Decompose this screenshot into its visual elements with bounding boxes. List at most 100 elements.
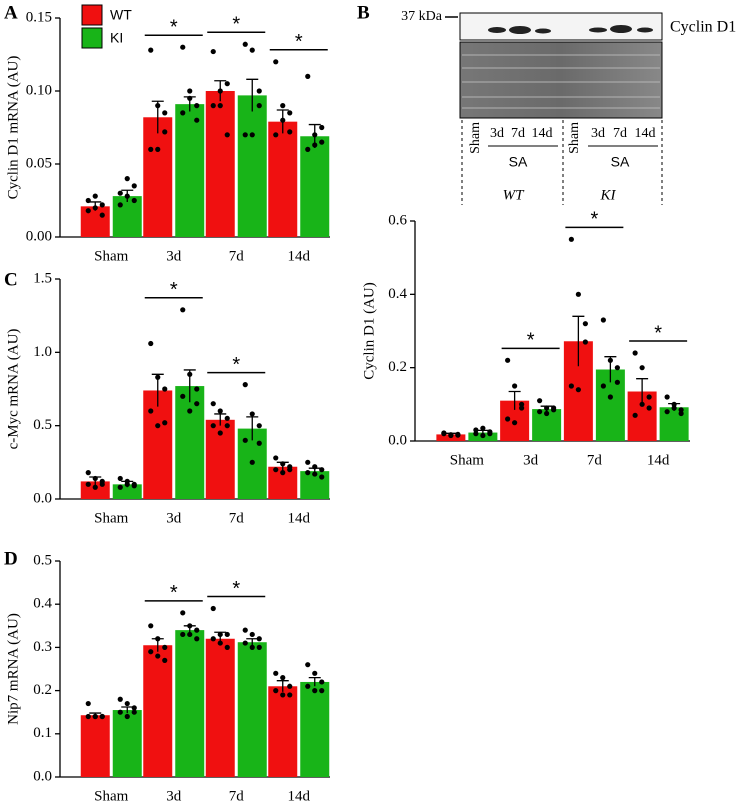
data-point (537, 409, 543, 415)
data-point (319, 679, 325, 685)
bar (143, 390, 173, 499)
data-point (312, 132, 318, 138)
bar (175, 386, 205, 499)
data-point (305, 459, 311, 465)
data-point (305, 73, 311, 79)
data-point (273, 688, 279, 694)
data-point (519, 405, 525, 411)
significance-star: * (170, 279, 178, 301)
panel-label: D (4, 548, 18, 569)
data-point (155, 653, 161, 659)
data-point (280, 675, 286, 681)
bar (175, 104, 205, 237)
data-point (148, 340, 154, 347)
data-point (249, 411, 255, 417)
data-point (148, 623, 154, 629)
x-tick-label: 14d (647, 452, 670, 468)
y-tick-label: 0.2 (388, 359, 407, 375)
data-point (99, 212, 105, 218)
data-point (287, 129, 293, 135)
x-tick-label: 14d (288, 248, 311, 264)
data-point (280, 461, 286, 467)
y-tick-label: 0.10 (26, 82, 52, 98)
error-bar (636, 378, 649, 405)
data-point (664, 394, 670, 400)
data-point (155, 423, 161, 429)
data-point (180, 610, 186, 616)
data-point (249, 47, 255, 53)
data-point (210, 636, 216, 642)
data-point (162, 110, 168, 116)
x-tick-label: Sham (450, 452, 485, 468)
data-point (256, 644, 262, 651)
x-tick-label: Sham (94, 248, 129, 264)
significance-star: * (654, 322, 662, 344)
x-tick-label: 7d (229, 788, 245, 804)
y-tick-label: 1.0 (33, 344, 52, 360)
y-tick-label: 0.0 (388, 432, 407, 448)
data-point (305, 146, 311, 152)
y-tick-label: 0.2 (33, 682, 52, 698)
data-point (117, 475, 123, 482)
data-point (600, 383, 606, 389)
mw-marker: 37 kDa (401, 9, 443, 24)
x-tick-label: 3d (166, 248, 182, 264)
data-point (85, 470, 91, 476)
error-bar (508, 390, 521, 410)
western-blot: 37 kDa Cyclin D1 (401, 9, 736, 205)
x-tick-label: 3d (166, 788, 182, 804)
panel-label: B (357, 2, 370, 23)
bar (175, 630, 205, 777)
x-tick-label: 7d (229, 510, 245, 526)
data-point (210, 48, 216, 55)
data-point (99, 481, 105, 487)
error-bar (246, 638, 259, 646)
bands (488, 25, 653, 34)
data-point (99, 713, 105, 720)
x-tick-label: 14d (288, 510, 311, 526)
data-point (273, 59, 279, 65)
data-point (312, 670, 318, 676)
data-point (194, 636, 200, 642)
data-point (180, 110, 186, 116)
data-point (224, 631, 230, 638)
data-point (180, 631, 186, 638)
x-tick-label: 14d (288, 788, 311, 804)
bar (112, 196, 142, 237)
error-bar (246, 78, 259, 112)
data-point (187, 95, 193, 101)
data-point (155, 103, 161, 109)
significance-star: * (232, 354, 240, 376)
data-point (305, 662, 311, 668)
significance-star: * (232, 578, 240, 600)
data-point (148, 408, 154, 414)
y-axis-label: Cyclin D1 mRNA (AU) (5, 56, 21, 200)
bar (237, 642, 267, 777)
x-tick-label: 7d (229, 248, 245, 264)
data-point (85, 208, 91, 214)
panel-label: A (4, 2, 18, 23)
data-point (632, 412, 638, 418)
x-tick-label: Sham (94, 510, 129, 526)
data-point (664, 409, 670, 415)
genotype-label: KI (600, 187, 617, 203)
y-tick-label: 0.5 (33, 552, 52, 568)
data-point (256, 88, 262, 94)
data-point (678, 410, 684, 417)
data-point (273, 455, 279, 461)
data-point (305, 470, 311, 476)
data-point (242, 627, 248, 633)
data-point (117, 202, 123, 208)
data-point (148, 146, 154, 152)
data-point (162, 657, 168, 663)
data-point (448, 432, 454, 438)
data-point (187, 88, 193, 94)
error-bar (276, 680, 289, 692)
data-point (242, 640, 248, 646)
data-point (194, 627, 200, 633)
data-point (85, 481, 91, 487)
bar (268, 121, 298, 237)
data-point (92, 205, 98, 211)
data-point (312, 142, 318, 148)
y-axis-label: Cyclin D1 (AU) (361, 282, 377, 380)
